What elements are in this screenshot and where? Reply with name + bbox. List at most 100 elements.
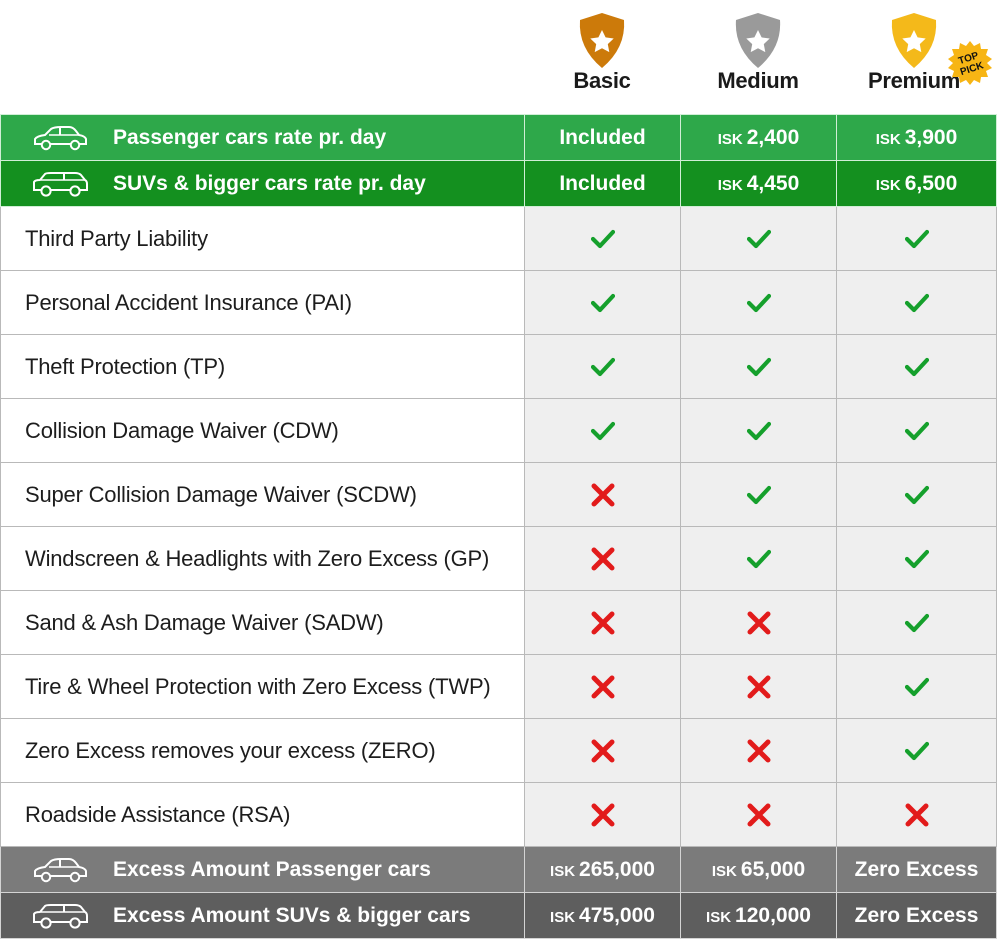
feature-label: Third Party Liability bbox=[0, 206, 525, 271]
check-icon bbox=[904, 485, 929, 504]
rate-label: Passenger cars rate pr. day bbox=[113, 126, 387, 149]
check-icon bbox=[904, 357, 929, 376]
rate-row-passenger: Passenger cars rate pr. day Included ISK… bbox=[0, 114, 997, 161]
cross-icon bbox=[591, 675, 614, 698]
check-icon bbox=[746, 293, 771, 312]
feature-label: Tire & Wheel Protection with Zero Excess… bbox=[0, 654, 525, 719]
feature-label: Super Collision Damage Waiver (SCDW) bbox=[0, 462, 525, 527]
feature-row: Third Party Liability bbox=[0, 206, 997, 271]
suv-icon bbox=[33, 172, 88, 197]
rate-row-suv: SUVs & bigger cars rate pr. day Included… bbox=[0, 160, 997, 207]
feature-row: Windscreen & Headlights with Zero Excess… bbox=[0, 526, 997, 591]
comparison-table: Passenger cars rate pr. day Included ISK… bbox=[0, 114, 997, 939]
sedan-icon bbox=[34, 858, 87, 883]
feature-basic-mark bbox=[524, 718, 681, 783]
excess-row-suv: Excess Amount SUVs & bigger cars ISK 475,… bbox=[0, 892, 997, 939]
feature-basic-mark bbox=[524, 654, 681, 719]
cross-icon bbox=[591, 547, 614, 570]
cross-icon bbox=[591, 483, 614, 506]
feature-medium-mark bbox=[680, 334, 837, 399]
check-icon bbox=[590, 229, 615, 248]
feature-row: Tire & Wheel Protection with Zero Excess… bbox=[0, 654, 997, 719]
top-pick-badge: TOP PICK bbox=[948, 41, 992, 85]
check-icon bbox=[590, 421, 615, 440]
feature-row: Zero Excess removes your excess (ZERO) bbox=[0, 718, 997, 783]
feature-premium-mark bbox=[836, 462, 997, 527]
check-icon bbox=[590, 293, 615, 312]
feature-premium-mark bbox=[836, 782, 997, 847]
feature-premium-mark bbox=[836, 526, 997, 591]
check-icon bbox=[904, 741, 929, 760]
feature-row: Sand & Ash Damage Waiver (SADW) bbox=[0, 590, 997, 655]
plan-basic: Basic bbox=[524, 0, 680, 115]
excess-row-passenger: Excess Amount Passenger cars ISK 265,000 … bbox=[0, 846, 997, 893]
check-icon bbox=[904, 421, 929, 440]
feature-premium-mark bbox=[836, 270, 997, 335]
rate-medium: ISK 2,400 bbox=[680, 114, 837, 161]
feature-medium-mark bbox=[680, 270, 837, 335]
excess-basic: ISK 265,000 bbox=[524, 846, 681, 893]
check-icon bbox=[904, 549, 929, 568]
rate-basic: Included bbox=[524, 160, 681, 207]
sedan-icon bbox=[34, 126, 87, 151]
feature-label: Sand & Ash Damage Waiver (SADW) bbox=[0, 590, 525, 655]
cross-icon bbox=[747, 803, 770, 826]
feature-label: Personal Accident Insurance (PAI) bbox=[0, 270, 525, 335]
excess-label: Excess Amount Passenger cars bbox=[113, 858, 431, 881]
plan-name: Basic bbox=[573, 68, 631, 93]
feature-basic-mark bbox=[524, 334, 681, 399]
check-icon bbox=[746, 357, 771, 376]
feature-medium-mark bbox=[680, 206, 837, 271]
feature-row: Personal Accident Insurance (PAI) bbox=[0, 270, 997, 335]
check-icon bbox=[904, 677, 929, 696]
check-icon bbox=[746, 549, 771, 568]
feature-medium-mark bbox=[680, 782, 837, 847]
feature-row: Roadside Assistance (RSA) bbox=[0, 782, 997, 847]
feature-label: Collision Damage Waiver (CDW) bbox=[0, 398, 525, 463]
check-icon bbox=[904, 293, 929, 312]
feature-rows: Third Party Liability Personal Accident I… bbox=[0, 206, 997, 847]
plan-premium: Premium bbox=[836, 0, 992, 115]
feature-medium-mark bbox=[680, 526, 837, 591]
plan-name: Premium bbox=[867, 68, 961, 93]
feature-medium-mark bbox=[680, 398, 837, 463]
rate-premium: ISK 3,900 bbox=[836, 114, 997, 161]
feature-row: Theft Protection (TP) bbox=[0, 334, 997, 399]
excess-medium: ISK 65,000 bbox=[680, 846, 837, 893]
feature-premium-mark bbox=[836, 206, 997, 271]
feature-label: Theft Protection (TP) bbox=[0, 334, 525, 399]
feature-basic-mark bbox=[524, 270, 681, 335]
plan-medium: Medium bbox=[680, 0, 836, 115]
cross-icon bbox=[905, 803, 928, 826]
cross-icon bbox=[591, 739, 614, 762]
check-icon bbox=[746, 421, 771, 440]
check-icon bbox=[746, 485, 771, 504]
rate-basic: Included bbox=[524, 114, 681, 161]
excess-label: Excess Amount SUVs & bigger cars bbox=[113, 904, 471, 927]
feature-premium-mark bbox=[836, 334, 997, 399]
check-icon bbox=[904, 613, 929, 632]
feature-basic-mark bbox=[524, 526, 681, 591]
feature-basic-mark bbox=[524, 782, 681, 847]
excess-premium: Zero Excess bbox=[836, 846, 997, 893]
feature-medium-mark bbox=[680, 590, 837, 655]
check-icon bbox=[904, 229, 929, 248]
plan-header: Basic Medium Premium TOP PICK bbox=[0, 0, 1000, 115]
rate-premium: ISK 6,500 bbox=[836, 160, 997, 207]
feature-row: Super Collision Damage Waiver (SCDW) bbox=[0, 462, 997, 527]
feature-medium-mark bbox=[680, 654, 837, 719]
cross-icon bbox=[591, 803, 614, 826]
feature-premium-mark bbox=[836, 398, 997, 463]
rate-label: SUVs & bigger cars rate pr. day bbox=[113, 172, 426, 195]
feature-basic-mark bbox=[524, 206, 681, 271]
feature-medium-mark bbox=[680, 718, 837, 783]
cross-icon bbox=[747, 675, 770, 698]
star-shield-icon bbox=[891, 13, 937, 68]
feature-premium-mark bbox=[836, 654, 997, 719]
feature-basic-mark bbox=[524, 462, 681, 527]
cross-icon bbox=[747, 739, 770, 762]
excess-premium: Zero Excess bbox=[836, 892, 997, 939]
cross-icon bbox=[747, 611, 770, 634]
star-shield-icon bbox=[735, 13, 781, 68]
